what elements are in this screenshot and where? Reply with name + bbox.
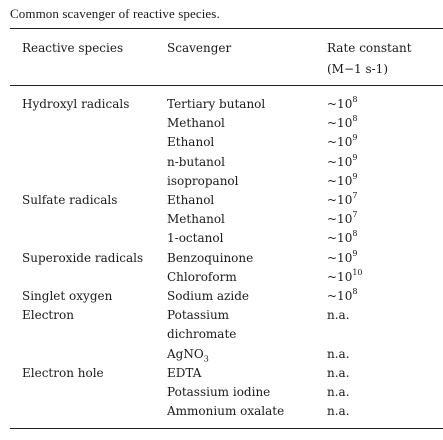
table-row-scavenger: Chloroform: [167, 270, 237, 284]
table-row-scavenger: Ethanol: [167, 193, 214, 207]
table-row-rate-constant: ~109: [327, 153, 358, 170]
scavenger-name: Potassium iodine: [167, 385, 271, 399]
table-row-scavenger: Sodium azide: [167, 289, 249, 303]
rate-exponent: 8: [352, 287, 358, 296]
table-row-rate-constant: ~109: [327, 249, 358, 266]
rate-exponent: 9: [352, 249, 358, 258]
scavenger-name: Methanol: [167, 116, 225, 130]
scavenger-name: 1-octanol: [167, 231, 224, 245]
table-row-rate-constant: n.a.: [327, 404, 350, 418]
scavenger-name: Ethanol: [167, 135, 215, 149]
rate-base: ~10: [327, 97, 353, 111]
table-row-scavenger: Potassium: [167, 308, 229, 322]
scavenger-name: Ammonium oxalate: [167, 404, 285, 418]
table-row-scavenger: Potassium iodine: [167, 385, 270, 399]
rate-exponent: 9: [352, 153, 358, 162]
table-row-species: Singlet oxygen: [22, 289, 113, 303]
table-row-scavenger: Tertiary butanol: [167, 97, 265, 111]
scavenger-name: dichromate: [167, 327, 237, 341]
table-row-scavenger: Methanol: [167, 212, 225, 226]
table-caption: Common scavenger of reactive species.: [10, 6, 220, 21]
scavenger-name: Potassium: [167, 308, 230, 322]
rate-exponent: 8: [352, 95, 358, 104]
rate-exponent: 7: [352, 210, 358, 219]
table-row-rate-constant: ~107: [327, 191, 358, 208]
rate-exponent: 8: [352, 114, 358, 123]
scavenger-name: EDTA: [167, 366, 202, 380]
table-row-species: Electron: [22, 308, 74, 322]
table-row-rate-constant: n.a.: [327, 366, 350, 380]
table-row-scavenger: EDTA: [167, 366, 201, 380]
table-row-scavenger: Benzoquinone: [167, 251, 253, 265]
scavenger-subscript: 3: [203, 354, 209, 364]
scavenger-name: Benzoquinone: [167, 251, 254, 265]
rate-exponent: 10: [352, 268, 363, 277]
table-row-scavenger: Methanol: [167, 116, 225, 130]
table-row-rate-constant: ~108: [327, 229, 358, 246]
table-row-scavenger: Ethanol: [167, 135, 214, 149]
table-row-rate-constant: ~108: [327, 287, 358, 304]
header-rate-unit: (M−1 s-1): [327, 62, 389, 76]
rate-base: ~10: [327, 155, 353, 169]
header-species: Reactive species: [22, 41, 124, 55]
table-row-scavenger: n-butanol: [167, 155, 225, 169]
scavenger-name: Chloroform: [167, 270, 237, 284]
scavenger-name: AgNO: [167, 347, 204, 361]
rate-base: n.a.: [327, 404, 350, 418]
table-row-species: Sulfate radicals: [22, 193, 118, 207]
table-row-rate-constant: ~108: [327, 95, 358, 112]
scavenger-name: Sodium azide: [167, 289, 249, 303]
table-row-species: Electron hole: [22, 366, 104, 380]
table-row-species: Hydroxyl radicals: [22, 97, 130, 111]
rate-base: n.a.: [327, 308, 350, 322]
table-row-rate-constant: n.a.: [327, 308, 350, 322]
scavenger-name: Tertiary butanol: [167, 97, 266, 111]
rate-base: n.a.: [327, 366, 350, 380]
rate-base: n.a.: [327, 385, 350, 399]
table-row-rate-constant: ~1010: [327, 268, 363, 285]
rate-base: ~10: [327, 251, 353, 265]
scavenger-name: Methanol: [167, 212, 225, 226]
table-row-scavenger: dichromate: [167, 327, 236, 341]
header-rate-constant: Rate constant: [327, 41, 412, 55]
table-row-scavenger: 1-octanol: [167, 231, 223, 245]
header-scavenger: Scavenger: [167, 41, 232, 55]
rate-base: n.a.: [327, 347, 350, 361]
rate-exponent: 9: [352, 172, 358, 181]
rate-base: ~10: [327, 116, 353, 130]
table-row-rate-constant: n.a.: [327, 385, 350, 399]
rate-base: ~10: [327, 174, 353, 188]
table-row-scavenger: isopropanol: [167, 174, 239, 188]
rate-base: ~10: [327, 289, 353, 303]
rate-base: ~10: [327, 135, 353, 149]
table-row-rate-constant: ~109: [327, 133, 358, 150]
rate-exponent: 8: [352, 229, 358, 238]
top-rule: [10, 28, 443, 29]
rate-base: ~10: [327, 212, 353, 226]
table-row-rate-constant: ~109: [327, 172, 358, 189]
scavenger-name: isopropanol: [167, 174, 239, 188]
rate-base: ~10: [327, 193, 353, 207]
table-row-rate-constant: ~108: [327, 114, 358, 131]
scavenger-name: Ethanol: [167, 193, 215, 207]
header-rule: [10, 85, 443, 86]
table-row-species: Superoxide radicals: [22, 251, 144, 265]
rate-base: ~10: [327, 270, 353, 284]
bottom-rule: [10, 428, 443, 429]
scavenger-name: n-butanol: [167, 155, 225, 169]
table-row-rate-constant: n.a.: [327, 347, 350, 361]
table-row-rate-constant: ~107: [327, 210, 358, 227]
rate-exponent: 9: [352, 133, 358, 142]
table-row-scavenger: AgNO3: [167, 347, 209, 364]
table-row-scavenger: Ammonium oxalate: [167, 404, 284, 418]
rate-base: ~10: [327, 231, 353, 245]
rate-exponent: 7: [352, 191, 358, 200]
